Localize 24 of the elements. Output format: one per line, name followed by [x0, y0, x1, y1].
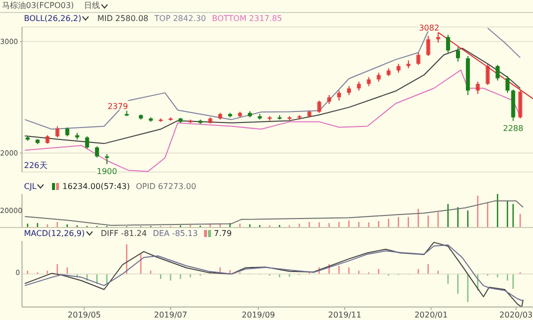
text: TOP 2842.30	[154, 14, 206, 23]
x-tick-label: 2019/05	[68, 310, 101, 320]
annotation: 2288	[503, 124, 524, 133]
legend-label: 7.79	[214, 229, 232, 238]
text: OPID 67273.00	[136, 182, 196, 191]
legend-label: MID 2580.08	[97, 14, 148, 23]
text: DEA -85.13	[152, 229, 198, 238]
legend-title: CJL	[24, 182, 36, 191]
x-tick-label: 2020/03	[499, 310, 533, 320]
x-tick-label: 2020/01	[414, 310, 448, 320]
legend-title: MACD(12,26,9)	[24, 229, 85, 238]
legend-title: BOLL(26,26,2)	[24, 14, 82, 23]
x-tick-label: 2019/11	[328, 310, 362, 320]
legend-label: DIFF -81.24	[100, 229, 147, 238]
annotation: 2379	[108, 102, 128, 111]
annotation: 226天	[24, 160, 48, 171]
x-tick-label: 2019/09	[242, 310, 276, 320]
annotation: 1900	[96, 167, 118, 176]
legend-label: 16234.00(57:43)	[62, 182, 130, 191]
annotation: 3082	[418, 23, 440, 32]
x-tick-label: 2019/07	[154, 310, 188, 320]
chart-title: 马棕油03(FCPO03)	[2, 0, 74, 12]
chart-subtitle: 日线	[84, 0, 100, 12]
text: BOTTOM 2317.85	[212, 14, 282, 23]
